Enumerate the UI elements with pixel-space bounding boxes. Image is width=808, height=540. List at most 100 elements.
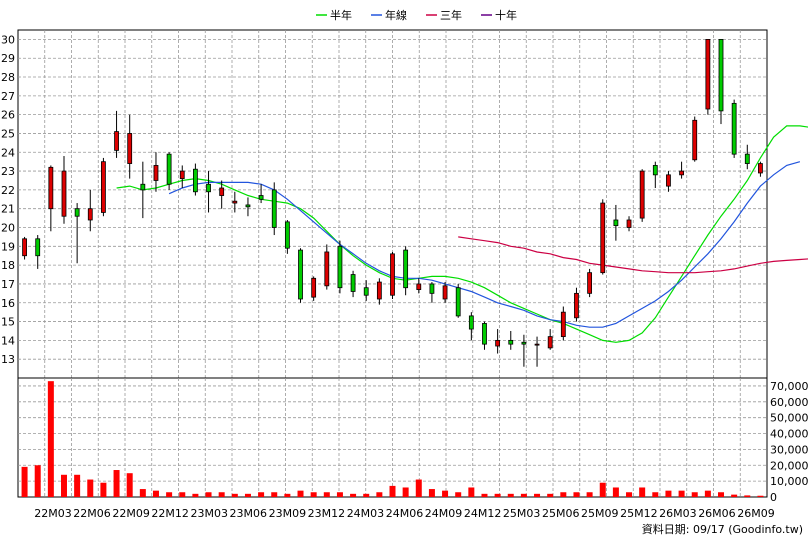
candle-body — [403, 249, 409, 289]
volume-panel: 0 10,000 20,000 30,000 40,000 50,000 60,000 70,… — [17, 377, 808, 504]
candle-body — [245, 204, 251, 208]
candle — [206, 171, 211, 213]
candle-body — [692, 119, 698, 161]
volume-bar — [573, 492, 580, 497]
x-tick-label: 23M06 — [230, 507, 268, 520]
candle-body — [114, 131, 119, 151]
candle-body — [560, 311, 566, 338]
price-tick-label: 19 — [1, 240, 15, 253]
candle-body — [127, 133, 133, 164]
x-tick-label: 22M03 — [34, 507, 72, 520]
volume-bar — [481, 493, 488, 497]
volume-bar — [297, 490, 304, 497]
price-tick-label: 30 — [1, 33, 15, 46]
candle — [758, 161, 763, 177]
candle-body — [508, 339, 514, 345]
volume-bar — [691, 492, 698, 497]
ma-half-year-line — [116, 125, 808, 343]
volume-bar — [507, 493, 514, 497]
candle — [298, 248, 303, 303]
candle — [179, 165, 185, 189]
price-tick-label: 20 — [1, 222, 15, 235]
price-panel: 13 14 15 16 17 18 19 20 21 22 23 24 25 26 27 28 29 30 — [1, 29, 808, 379]
x-tick-label: 25M12 — [620, 507, 658, 520]
volume-bar — [139, 489, 146, 497]
x-axis-labels: 22M03 22M06 22M09 22M12 23M03 23M06 23M09 23M12… — [34, 507, 775, 520]
volume-bar — [639, 487, 646, 497]
x-tick-label: 22M09 — [112, 507, 150, 520]
volume-bar — [205, 492, 212, 497]
legend-label-2: 三年 — [440, 8, 462, 22]
volume-bar — [336, 492, 343, 497]
x-tick-label: 24M12 — [464, 507, 502, 520]
candle — [652, 161, 658, 189]
candle-body — [390, 253, 395, 296]
price-tick-label: 18 — [1, 259, 15, 272]
x-tick-label: 22M12 — [151, 507, 189, 520]
candle — [101, 157, 106, 217]
candle — [48, 165, 54, 232]
candle-body — [758, 163, 763, 174]
volume-bar — [652, 492, 659, 497]
x-tick-label: 25M06 — [542, 507, 580, 520]
volume-bar — [731, 494, 738, 497]
volume-bar — [704, 490, 711, 497]
candle — [337, 240, 343, 294]
candle — [626, 216, 632, 232]
candle-body — [705, 39, 711, 110]
volume-bar — [560, 492, 567, 497]
volume-bar — [376, 492, 383, 497]
price-tick-label: 22 — [1, 184, 15, 197]
candle-body — [363, 287, 369, 296]
candle — [403, 246, 409, 296]
candle-body — [324, 251, 330, 287]
volume-bar — [612, 487, 619, 497]
candle — [534, 336, 540, 367]
volume-tick-label: 40,000 — [770, 428, 808, 441]
candle — [140, 161, 146, 219]
legend: 半年 年線 三年 十年 — [316, 8, 517, 22]
x-tick-label: 23M12 — [308, 507, 346, 520]
candle — [692, 116, 698, 162]
candles — [22, 39, 763, 367]
candle — [258, 184, 264, 204]
candle-body — [442, 285, 448, 300]
candle — [482, 321, 487, 350]
candle-body — [74, 208, 80, 217]
x-tick-label: 22M06 — [73, 507, 111, 520]
candle-body — [521, 341, 527, 345]
candle — [284, 219, 290, 254]
candle-body — [22, 238, 27, 257]
price-tick-label: 24 — [1, 146, 15, 159]
volume-tick-label: 60,000 — [770, 396, 808, 409]
candle-body — [666, 174, 671, 187]
candle — [74, 203, 80, 264]
volume-bar — [284, 493, 291, 497]
candle — [679, 161, 684, 179]
candle — [442, 282, 448, 303]
candle-body — [455, 287, 461, 317]
price-tick-label: 14 — [1, 334, 15, 347]
candle-body — [35, 238, 41, 257]
volume-bar — [718, 492, 725, 497]
price-tick-label: 23 — [1, 165, 15, 178]
x-tick-label: 24M09 — [425, 507, 463, 520]
candle — [127, 114, 133, 179]
candle — [153, 152, 159, 192]
price-tick-label: 15 — [1, 316, 15, 329]
candle-body — [311, 277, 317, 298]
volume-bar — [586, 492, 593, 497]
volume-bar — [166, 492, 173, 497]
candle — [587, 268, 593, 298]
candle — [219, 180, 225, 209]
volume-tick-label: 50,000 — [770, 412, 808, 425]
volume-bar — [428, 489, 435, 497]
candle-body — [416, 283, 422, 290]
x-tick-label: 26M03 — [659, 507, 697, 520]
candle-body — [600, 202, 606, 274]
candle-body — [468, 315, 474, 330]
candle-body — [298, 249, 303, 300]
x-tick-label: 25M09 — [581, 507, 619, 520]
candle — [166, 152, 172, 190]
candle-body — [587, 272, 593, 294]
